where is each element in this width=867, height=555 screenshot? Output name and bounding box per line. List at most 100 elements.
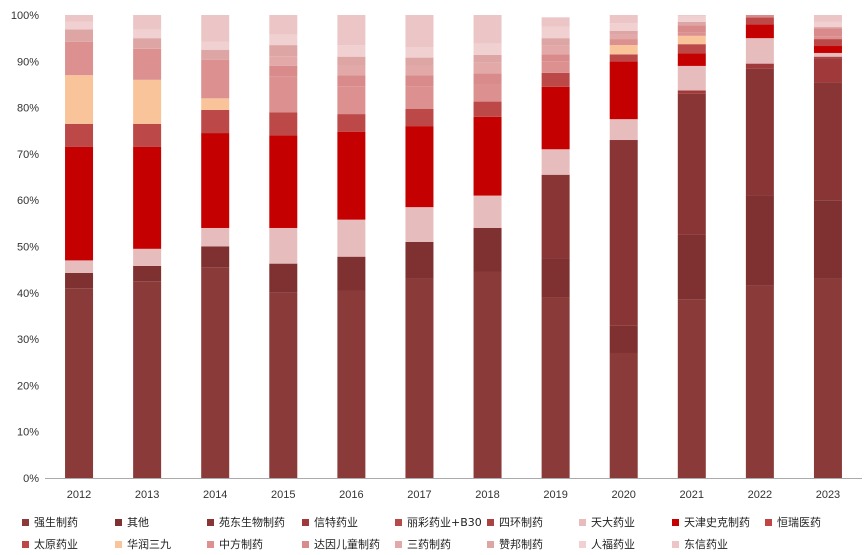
legend-item: 四环制药 xyxy=(487,514,579,530)
bar-segment xyxy=(337,219,366,257)
bar-segment xyxy=(201,267,230,478)
bar-segment xyxy=(337,131,366,220)
bar-segment xyxy=(677,299,706,478)
bar-segment xyxy=(541,86,570,150)
bar-segment xyxy=(65,21,94,30)
bar-segment xyxy=(269,76,298,113)
bar-segment xyxy=(133,265,162,282)
bar-segment xyxy=(269,227,298,264)
bar-segment xyxy=(745,68,774,196)
legend-item: 三药制药 xyxy=(395,536,487,552)
bar-segment xyxy=(813,21,842,28)
bar-segment xyxy=(541,174,570,259)
bar-segment xyxy=(813,52,842,57)
bar-segment xyxy=(677,25,706,33)
legend-label: 苑东生物制药 xyxy=(219,516,285,529)
legend-label: 天津史克制药 xyxy=(684,516,750,529)
bar-segment xyxy=(133,15,162,30)
bar-segment xyxy=(541,45,570,55)
y-tick-label: 30% xyxy=(17,334,39,346)
bar-segment xyxy=(405,126,434,208)
bar-segment xyxy=(813,36,842,40)
bar-segment xyxy=(541,38,570,46)
bar-segment xyxy=(65,288,94,478)
bar-segment xyxy=(813,39,842,47)
legend-label: 华润三九 xyxy=(127,538,171,551)
legend-item: 太原药业 xyxy=(22,536,115,552)
bar-segment xyxy=(133,38,162,49)
bar-segment xyxy=(813,28,842,37)
bar-segment xyxy=(473,116,502,196)
bar-segment xyxy=(813,27,842,29)
bar-segment xyxy=(677,53,706,66)
legend-item: 中方制药 xyxy=(207,536,302,552)
bar-segment xyxy=(133,79,162,124)
bar-segment xyxy=(745,38,774,64)
bar-segment xyxy=(405,47,434,58)
bar-segment xyxy=(269,45,298,57)
bar-segment xyxy=(405,86,434,109)
bar-segment xyxy=(405,65,434,76)
bar-segment xyxy=(133,146,162,249)
x-tick-label: 2017 xyxy=(407,489,431,501)
bar-segment xyxy=(541,17,570,27)
legend-item: 强生制药 xyxy=(22,514,115,530)
bar-segment xyxy=(609,352,638,478)
legend-swatch xyxy=(672,540,679,548)
x-tick-label: 2019 xyxy=(543,489,567,501)
bar-segment xyxy=(677,35,706,45)
legend-swatch xyxy=(487,540,494,548)
bar-segment xyxy=(337,45,366,57)
bar-segment xyxy=(813,15,842,22)
bar-segment xyxy=(541,258,570,298)
bar-segment xyxy=(65,123,94,147)
bar-segment xyxy=(405,108,434,127)
legend-item: 华润三九 xyxy=(115,536,207,552)
bar-segment xyxy=(609,54,638,62)
bar-segment xyxy=(745,195,774,286)
bar-segment xyxy=(337,75,366,87)
legend-swatch xyxy=(579,518,586,526)
bar-segment xyxy=(609,45,638,55)
legend-swatch xyxy=(207,540,214,548)
bar-segment xyxy=(405,207,434,242)
bar-segment xyxy=(745,63,774,69)
bar-segment xyxy=(541,72,570,87)
y-tick-label: 10% xyxy=(17,427,39,439)
bar-segment xyxy=(201,41,230,50)
legend-label: 其他 xyxy=(127,516,149,529)
legend-item: 天津史克制药 xyxy=(672,514,765,530)
legend-swatch xyxy=(207,518,214,526)
bar-segment xyxy=(677,65,706,91)
bar-segment xyxy=(473,62,502,74)
legend-label: 丽彩药业+B30 xyxy=(407,516,482,529)
y-tick-label: 20% xyxy=(17,380,39,392)
x-tick-label: 2023 xyxy=(816,489,840,501)
bar-segment xyxy=(677,93,706,235)
legend-row-2: 太原药业 华润三九 中方制药 达因儿童制药 三药制药 赞邦制药 人福药业 东信药业 xyxy=(22,533,862,555)
x-tick-label: 2021 xyxy=(680,489,704,501)
bar-segment xyxy=(133,29,162,39)
legend-item: 东信药业 xyxy=(672,536,765,552)
bar-segment xyxy=(473,43,502,55)
y-tick-label: 0% xyxy=(23,473,39,485)
bar-segment xyxy=(133,281,162,478)
bar-segment xyxy=(609,325,638,353)
legend-label: 信特药业 xyxy=(314,516,358,529)
bar-segment xyxy=(337,65,366,76)
bar-segment xyxy=(269,292,298,478)
legend-swatch xyxy=(115,518,122,526)
bar-segment xyxy=(609,61,638,120)
x-tick-label: 2022 xyxy=(748,489,772,501)
bar-segment xyxy=(269,56,298,66)
bar-segment xyxy=(541,149,570,175)
bar-segment xyxy=(745,285,774,478)
bar-segment xyxy=(337,290,366,478)
bar-segment xyxy=(133,248,162,266)
y-tick-label: 100% xyxy=(11,10,39,22)
x-tick-label: 2012 xyxy=(67,489,91,501)
bar-segment xyxy=(405,57,434,66)
bar-segment xyxy=(473,195,502,228)
bar-segment xyxy=(65,15,94,22)
legend-item: 信特药业 xyxy=(302,514,395,530)
